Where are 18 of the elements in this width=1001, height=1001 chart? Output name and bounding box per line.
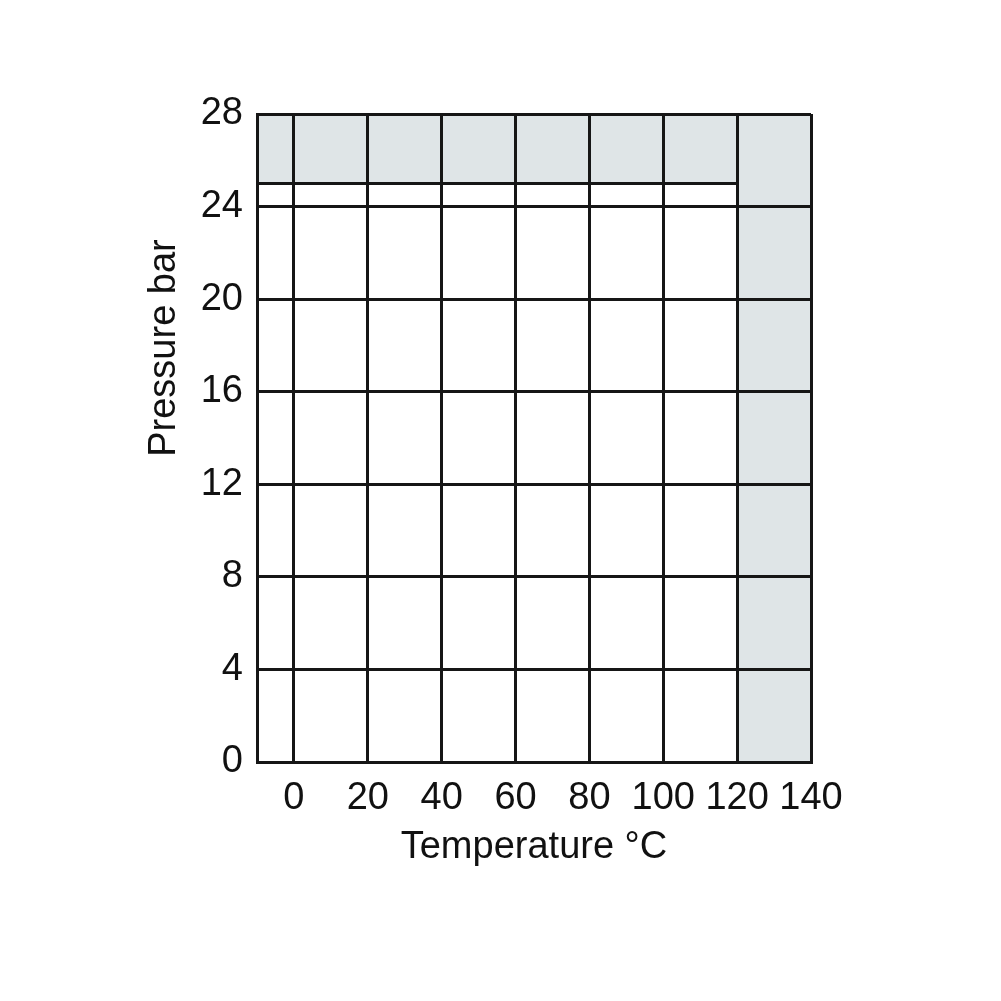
- y-tick-label: 12: [200, 460, 243, 503]
- x-tick-label: 120: [705, 775, 769, 818]
- x-tick-label: 140: [779, 775, 843, 818]
- y-tick-label: 28: [200, 90, 243, 133]
- x-tick-label: 80: [568, 775, 611, 818]
- y-tick-label: 0: [221, 738, 243, 781]
- x-tick-label: 60: [494, 775, 537, 818]
- x-tick-label: 100: [631, 775, 695, 818]
- y-axis-title: Pressure bar: [141, 238, 184, 457]
- y-tick-label: 4: [221, 645, 243, 688]
- x-tick-label: 0: [283, 775, 305, 818]
- x-axis-title: Temperature °C: [400, 824, 668, 867]
- y-tick-label: 8: [221, 553, 243, 596]
- y-tick-label: 20: [200, 275, 243, 318]
- x-tick-label: 40: [420, 775, 463, 818]
- x-tick-label: 20: [346, 775, 389, 818]
- y-tick-label: 24: [200, 183, 243, 226]
- y-tick-label: 16: [200, 368, 243, 411]
